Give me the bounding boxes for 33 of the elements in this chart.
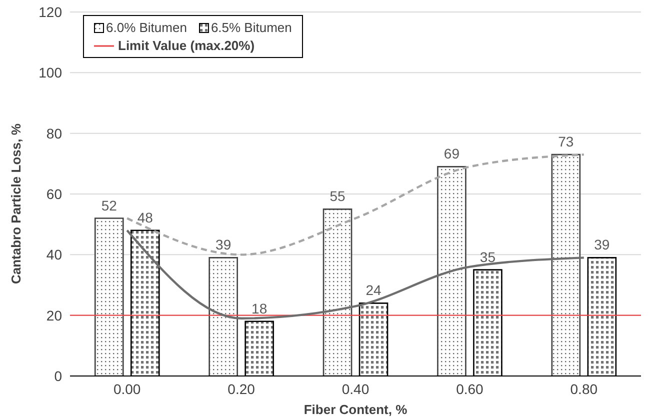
- y-tick-label: 80: [46, 125, 62, 142]
- legend-label: 6.0% Bitumen: [105, 20, 187, 35]
- legend-label: 6.5% Bitumen: [210, 20, 292, 35]
- data-label: 73: [558, 134, 574, 150]
- y-tick-label: 0: [54, 368, 62, 384]
- data-label: 35: [480, 248, 496, 265]
- y-axis-title: Cantabro Particle Loss, %: [8, 123, 24, 284]
- x-tick-label: 0.60: [456, 380, 484, 397]
- data-label: 69: [444, 146, 460, 162]
- data-label: 24: [366, 282, 382, 298]
- data-label: 18: [252, 300, 268, 316]
- data-label: 48: [137, 209, 154, 226]
- line-series: [126, 229, 585, 320]
- y-tick-label: 120: [38, 4, 62, 20]
- bar: [208, 257, 238, 376]
- x-tick-label: 0.80: [570, 380, 598, 397]
- bar: [322, 208, 352, 376]
- y-tick-label: 40: [46, 246, 62, 263]
- bar: [94, 218, 124, 376]
- y-tick-label: 20: [46, 307, 62, 324]
- data-label: 55: [330, 188, 346, 204]
- x-tick-label: 0.00: [113, 380, 141, 397]
- data-label: 39: [216, 236, 232, 253]
- data-label: 39: [594, 236, 610, 253]
- data-label: 52: [101, 197, 118, 214]
- bar: [437, 166, 466, 376]
- legend-label: Limit Value (max.20%): [117, 38, 256, 53]
- y-tick-label: 100: [38, 64, 62, 81]
- bar: [551, 154, 581, 376]
- x-axis-title: Fiber Content, %: [304, 402, 408, 417]
- y-tick-label: 60: [46, 186, 62, 202]
- x-tick-label: 0.40: [342, 380, 370, 397]
- x-tick-label: 0.20: [228, 380, 256, 397]
